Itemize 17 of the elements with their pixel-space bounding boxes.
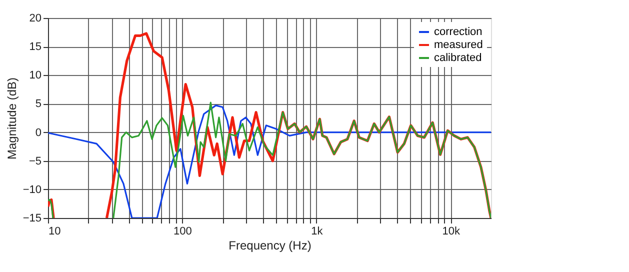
legend-label: correction: [434, 26, 482, 38]
legend-label: calibrated: [434, 52, 482, 64]
x-axis-title: Frequency (Hz): [228, 238, 312, 252]
y-tick-label: −15: [22, 212, 42, 224]
y-tick-label: −10: [22, 184, 42, 196]
y-tick-label: 20: [29, 12, 42, 24]
y-tick-label: 5: [35, 98, 42, 110]
y-tick-label: 15: [29, 41, 42, 54]
y-tick-label: 0: [35, 126, 42, 139]
y-axis-title: Magnitude (dB): [4, 77, 19, 160]
y-tick-label: −5: [28, 155, 42, 168]
x-tick-label: 10k: [442, 226, 460, 238]
x-tick-label: 1k: [311, 226, 324, 238]
y-tick-label: 10: [29, 70, 42, 82]
legend-label: measured: [434, 39, 483, 51]
x-tick-label: 100: [174, 226, 192, 238]
x-tick-label: 10: [48, 226, 61, 238]
